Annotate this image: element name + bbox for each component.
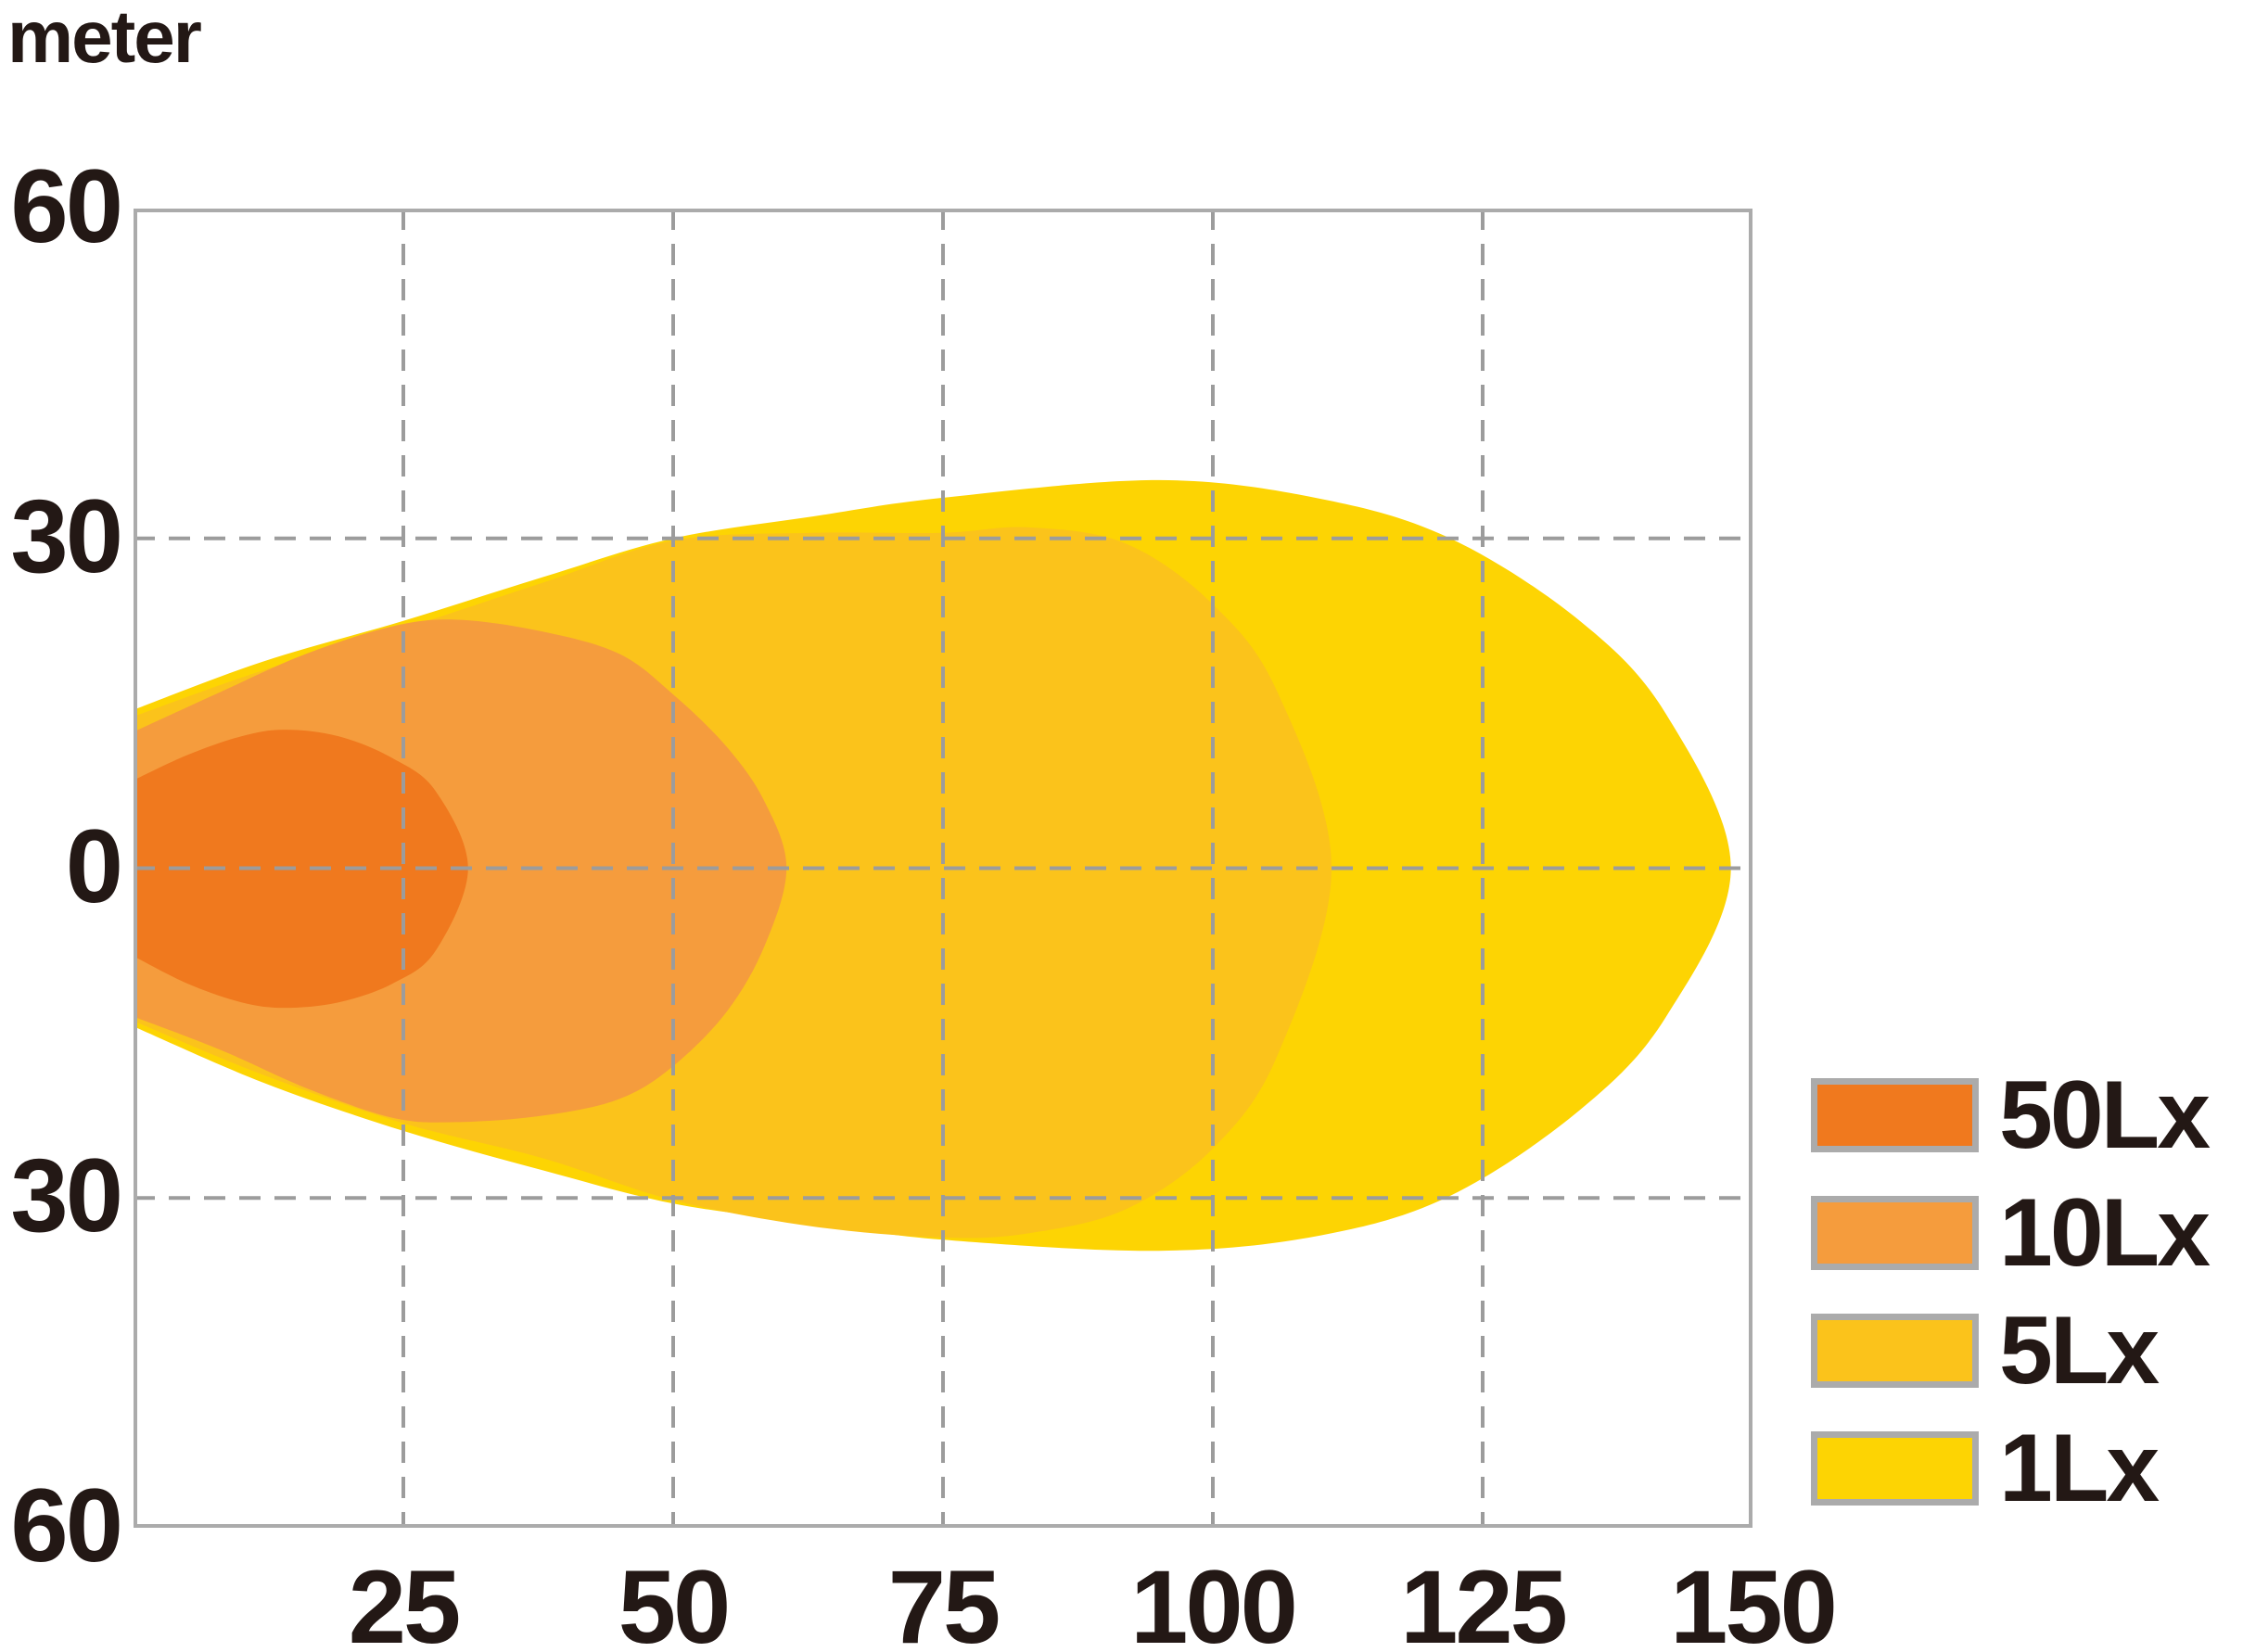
beam-region-50lx	[134, 730, 468, 1009]
y-axis-unit-label: meter	[7, 0, 202, 78]
legend-label-5lx: 5Lx	[1999, 1297, 2160, 1404]
legend-item-10lx: 10Lx	[1811, 1179, 2211, 1287]
y-tick-label-2: 0	[65, 807, 123, 924]
legend-item-50lx: 50Lx	[1811, 1061, 2211, 1169]
legend-swatch-1lx	[1811, 1431, 1979, 1506]
legend-label-10lx: 10Lx	[1999, 1179, 2211, 1287]
legend-item-5lx: 5Lx	[1811, 1297, 2160, 1404]
legend-label-50lx: 50Lx	[1999, 1061, 2211, 1169]
x-tick-label-2: 75	[887, 1549, 1001, 1652]
x-tick-label-3: 100	[1130, 1549, 1298, 1652]
y-tick-label-4: 60	[10, 1467, 123, 1583]
x-tick-label-0: 25	[348, 1549, 462, 1652]
beam-pattern-plot	[134, 209, 1752, 1528]
x-tick-label-4: 125	[1400, 1549, 1568, 1652]
legend-label-1lx: 1Lx	[1999, 1415, 2160, 1522]
y-tick-label-3: 30	[10, 1137, 123, 1254]
legend-swatch-10lx	[1811, 1196, 1979, 1270]
legend-item-1lx: 1Lx	[1811, 1415, 2160, 1522]
x-tick-label-1: 50	[618, 1549, 732, 1652]
legend-swatch-5lx	[1811, 1314, 1979, 1388]
plot-border	[134, 209, 1752, 1528]
x-tick-label-5: 150	[1670, 1549, 1838, 1652]
y-tick-label-0: 60	[10, 147, 123, 264]
legend-swatch-50lx	[1811, 1078, 1979, 1152]
y-tick-label-1: 30	[10, 477, 123, 594]
